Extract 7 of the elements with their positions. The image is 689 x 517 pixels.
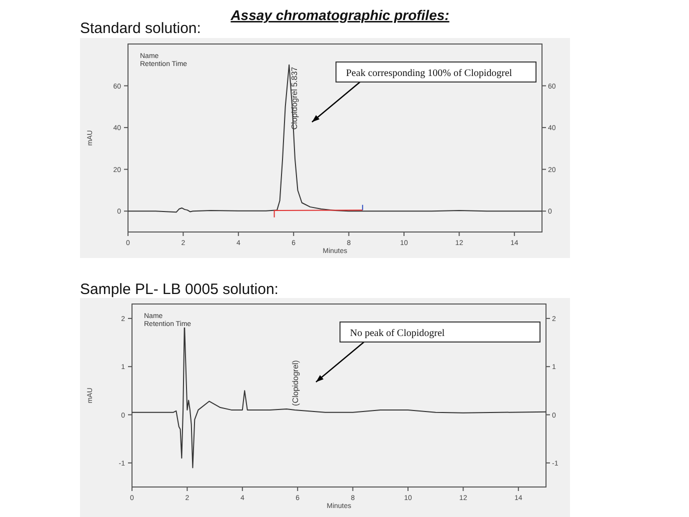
annotation: Peak corresponding 100% of Clopidogrel [346, 68, 512, 79]
data-label: Clopidogrel 5.837 [290, 66, 300, 130]
chart-subtitle: Standard solution: [80, 20, 201, 37]
chart-subtitle: Sample PL- LB 0005 solution: [80, 281, 278, 298]
annotation: No peak of Clopidogrel [350, 328, 445, 339]
chart-title: Assay chromatographic profiles: [230, 7, 450, 23]
data-label: (Clopidogrel) [290, 360, 300, 406]
